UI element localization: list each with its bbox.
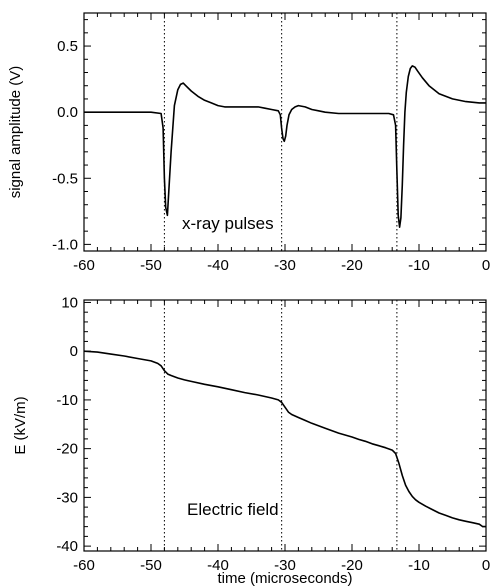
x-tick-label: -10 [408, 557, 430, 574]
panel-annotation: x-ray pulses [182, 214, 274, 233]
x-tick-label: -30 [274, 257, 296, 274]
x-tick-label: 0 [482, 557, 490, 574]
x-tick-label: -40 [207, 557, 229, 574]
y-tick-label: -40 [56, 538, 78, 555]
series-line [84, 65, 486, 228]
x-tick-label: -60 [73, 257, 95, 274]
series-line [83, 350, 486, 528]
y-tick-label: -10 [56, 392, 78, 409]
x-axis-label: time (microseconds) [217, 570, 352, 586]
y-tick-label: 0 [70, 343, 78, 360]
y-tick-label: -1.0 [52, 236, 78, 253]
x-tick-label: -40 [207, 257, 229, 274]
plot-frame [83, 12, 487, 252]
chart-panel-top: -60 -50 -40 -30 -20 -10 0 0.5 0.0 -0.5 -1.0 signal … [7, 12, 490, 274]
y-tick-label: -0.5 [52, 170, 78, 187]
x-tick-label: -20 [341, 557, 363, 574]
x-tick-label: -10 [408, 257, 430, 274]
panel-annotation: Electric field [187, 500, 279, 519]
x-tick-label: -20 [341, 257, 363, 274]
y-tick-label: -20 [56, 441, 78, 458]
x-tick-label: -30 [274, 557, 296, 574]
y-tick-label: -30 [56, 489, 78, 506]
x-tick-label: -50 [140, 557, 162, 574]
x-tick-label: 0 [482, 257, 490, 274]
x-tick-label: -50 [140, 257, 162, 274]
plot-frame [83, 299, 487, 552]
chart-panel-bottom: -60 -50 -40 -30 -20 -10 0 10 0 -10 -20 -30 -40 E (kV/… [12, 294, 490, 586]
y-tick-label: 0.0 [57, 104, 78, 121]
y-tick-label: 0.5 [57, 38, 78, 55]
y-axis-label: E (kV/m) [12, 396, 29, 454]
y-axis-label: signal amplitude (V) [7, 66, 24, 199]
y-tick-label: 10 [61, 294, 78, 311]
x-tick-label: -60 [73, 557, 95, 574]
